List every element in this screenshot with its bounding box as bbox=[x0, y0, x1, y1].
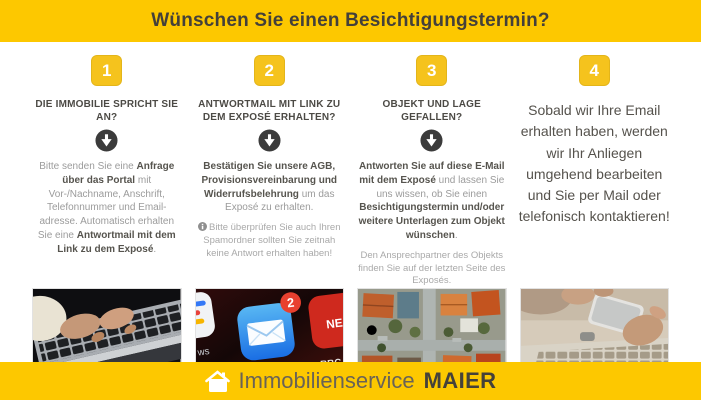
info-icon bbox=[197, 222, 207, 232]
step-heading: ANTWORTMAIL MIT LINK ZU DEM EXPOSÉ ERHAL… bbox=[198, 99, 341, 123]
step-column-4: 4 Sobald wir Ihre Email erhalten haben, … bbox=[519, 42, 670, 389]
step-heading: OBJEKT UND LAGE GEFALLEN? bbox=[382, 99, 482, 123]
bbc-icon-text: NE bbox=[325, 317, 343, 332]
partial-news-app-icon bbox=[195, 292, 215, 341]
footer: Immobilienservice MAIER bbox=[0, 362, 701, 400]
arrow-down-circle-icon bbox=[95, 129, 118, 152]
brand-text: Immobilienservice bbox=[238, 368, 415, 393]
mail-app-icon: 2 Mail bbox=[236, 292, 301, 378]
step-heading: DIE IMMOBILIE SPRICHT SIE AN? bbox=[35, 99, 179, 123]
step-description: Bitte senden Sie eine Anfrage über das P… bbox=[37, 161, 176, 255]
mail-badge bbox=[279, 292, 301, 314]
step-number-badge: 4 bbox=[578, 55, 610, 86]
page-title: Wünschen Sie einen Besichtigungstermin? bbox=[151, 10, 550, 31]
step-number-badge: 2 bbox=[253, 55, 285, 86]
header: Wünschen Sie einen Besichtigungstermin? bbox=[0, 0, 701, 42]
house-icon bbox=[204, 369, 230, 392]
contact-note: Den Ansprechpartner des Objekts finden S… bbox=[358, 249, 506, 287]
partial-news-label: ws bbox=[195, 346, 210, 359]
spam-note: Bitte überprüfen Sie auch Ihren Spamordn… bbox=[195, 222, 345, 260]
step-number-badge: 1 bbox=[91, 55, 123, 86]
mail-badge-count: 2 bbox=[286, 295, 295, 311]
step-number-badge: 3 bbox=[416, 55, 448, 86]
arrow-down-circle-icon bbox=[420, 129, 443, 152]
step-column-3: 3 OBJEKT UND LAGE GEFALLEN? Antworten Si… bbox=[357, 42, 507, 389]
arrow-down-circle-icon bbox=[258, 129, 281, 152]
step-column-2: 2 ANTWORTMAIL MIT LINK ZU DEM EXPOSÉ ERH… bbox=[194, 42, 345, 389]
closing-message: Sobald wir Ihre Email erhalten haben, we… bbox=[518, 102, 670, 225]
steps-grid: 1 DIE IMMOBILIE SPRICHT SIE AN? Bitte se… bbox=[32, 42, 670, 389]
brand-name-bold: MAIER bbox=[423, 368, 497, 393]
step-description: Antworten Sie auf diese E-Mail mit dem E… bbox=[358, 161, 505, 241]
step-description: Bestätigen Sie unsere AGB, Provisionsver… bbox=[201, 161, 338, 214]
step-column-1: 1 DIE IMMOBILIE SPRICHT SIE AN? Bitte se… bbox=[32, 42, 182, 389]
